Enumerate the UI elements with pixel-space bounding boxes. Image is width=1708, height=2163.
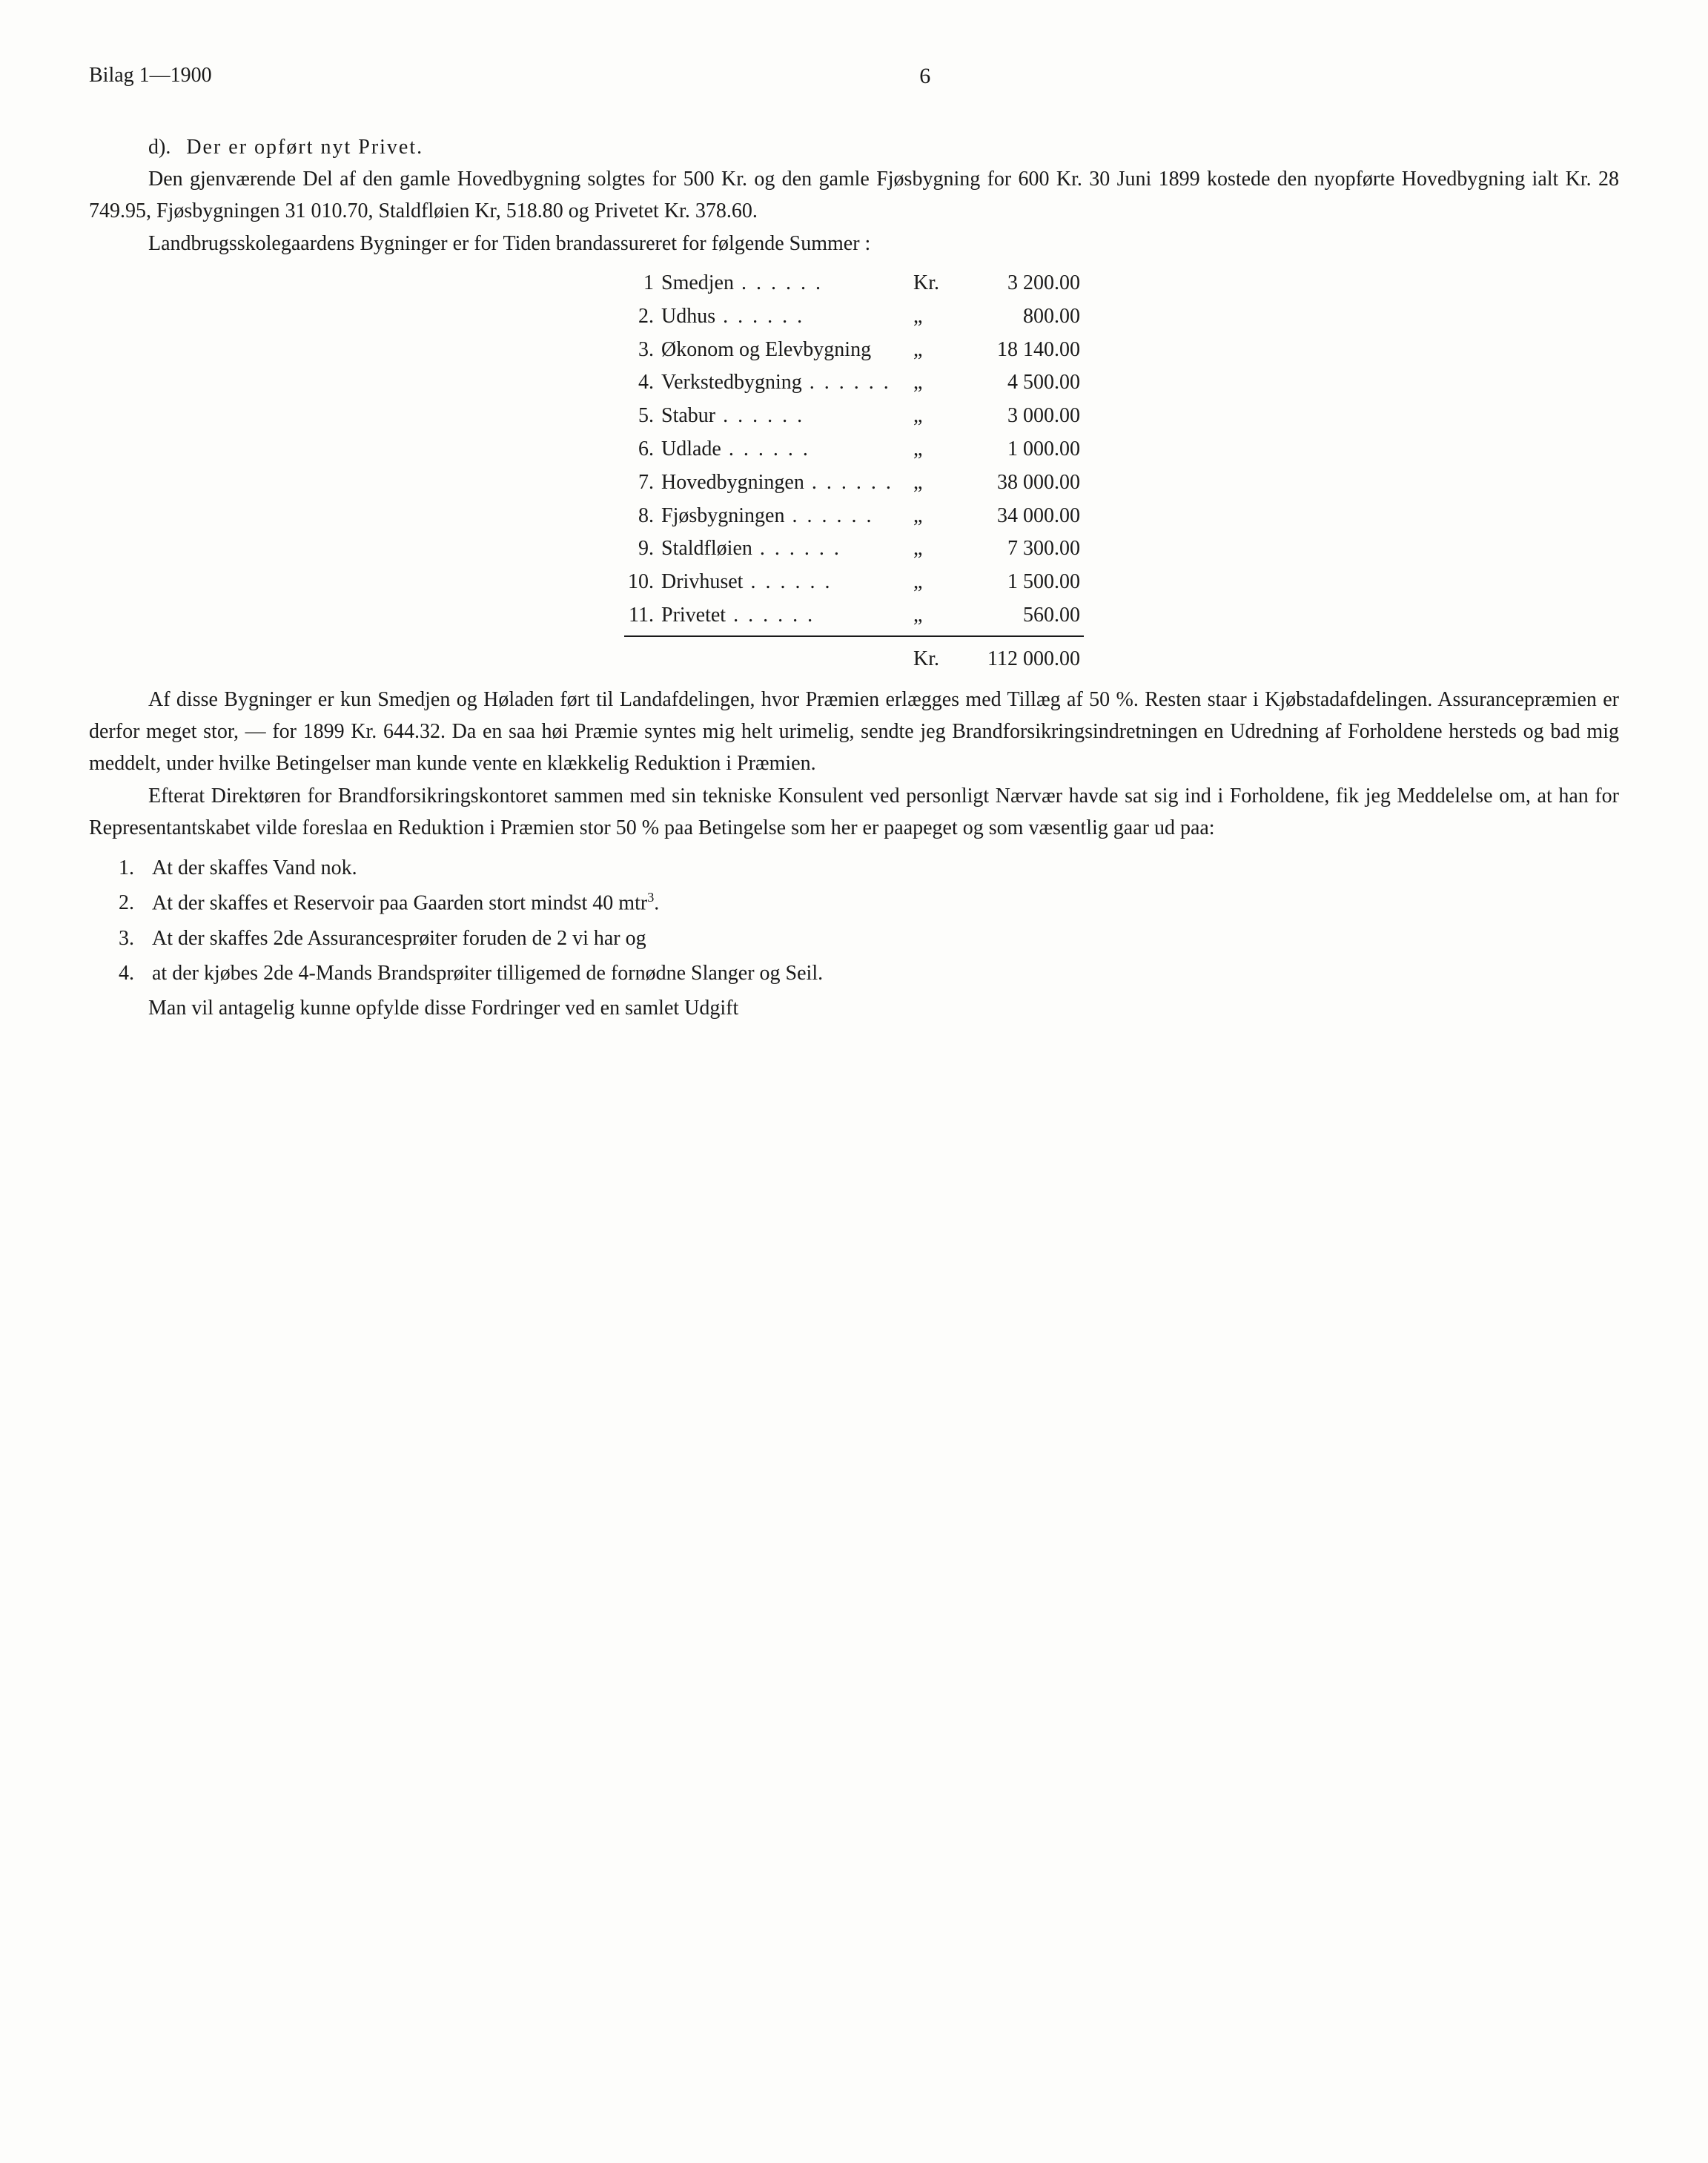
- row-value: 560.00: [954, 599, 1080, 633]
- table-total-row: Kr. 112 000.00: [624, 635, 1084, 676]
- row-currency: „: [913, 400, 954, 433]
- row-number: 5.: [624, 400, 661, 433]
- row-currency: „: [913, 599, 954, 633]
- row-number: 6.: [624, 433, 661, 466]
- table-row: 3.Økonom og Elevbygning„18 140.00: [624, 334, 1084, 367]
- table-row: 4.Verkstedbygning„4 500.00: [624, 366, 1084, 400]
- list-item: 3.At der skaffes 2de Assurancesprøiter f…: [119, 922, 1619, 954]
- page-header: Bilag 1—1900 6: [89, 59, 1619, 94]
- list-number: 3.: [119, 922, 152, 954]
- page-number: 6: [919, 59, 930, 94]
- building-table: 1SmedjenKr.3 200.002.Udhus„800.003.Økono…: [624, 267, 1084, 676]
- table-row: 8.Fjøsbygningen„34 000.00: [624, 500, 1084, 533]
- table-row: 11.Privetet„560.00: [624, 599, 1084, 633]
- paragraph-3: Af disse Bygninger er kun Smedjen og Høl…: [89, 684, 1619, 780]
- row-label: Stabur: [661, 400, 913, 433]
- list-item: 4.at der kjøbes 2de 4-Mands Brandsprøite…: [119, 957, 1619, 989]
- list-number: 4.: [119, 957, 152, 989]
- row-label: Hovedbygningen: [661, 466, 913, 500]
- row-number: 8.: [624, 500, 661, 533]
- row-value: 34 000.00: [954, 500, 1080, 533]
- row-currency: „: [913, 433, 954, 466]
- row-label: Drivhuset: [661, 566, 913, 599]
- header-left: Bilag 1—1900: [89, 59, 212, 94]
- row-number: 2.: [624, 300, 661, 334]
- paragraph-4: Efterat Direktøren for Brandforsikringsk…: [89, 780, 1619, 845]
- row-value: 1 000.00: [954, 433, 1080, 466]
- row-value: 38 000.00: [954, 466, 1080, 500]
- list-text: At der skaffes Vand nok.: [152, 852, 1619, 884]
- row-value: 4 500.00: [954, 366, 1080, 400]
- table-row: 5.Stabur„3 000.00: [624, 400, 1084, 433]
- row-currency: „: [913, 500, 954, 533]
- row-currency: „: [913, 466, 954, 500]
- section-d-marker: d).: [148, 136, 171, 159]
- paragraph-5: Man vil antagelig kunne opfylde disse Fo…: [89, 992, 1619, 1024]
- table-row: 6.Udlade„1 000.00: [624, 433, 1084, 466]
- paragraph-2: Landbrugsskolegaardens Bygninger er for …: [89, 228, 1619, 260]
- total-value: 112 000.00: [954, 643, 1080, 676]
- row-label: Staldfløien: [661, 532, 913, 566]
- list-text: At der skaffes et Reservoir paa Gaarden …: [152, 887, 1619, 919]
- row-label: Udlade: [661, 433, 913, 466]
- row-value: 18 140.00: [954, 334, 1080, 367]
- list-text: at der kjøbes 2de 4-Mands Brandsprøiter …: [152, 957, 1619, 989]
- table-row: 2.Udhus„800.00: [624, 300, 1084, 334]
- total-currency: Kr.: [913, 643, 954, 676]
- row-number: 7.: [624, 466, 661, 500]
- table-row: 9.Staldfløien„7 300.00: [624, 532, 1084, 566]
- row-label: Privetet: [661, 599, 913, 633]
- row-label: Økonom og Elevbygning: [661, 334, 913, 367]
- row-currency: „: [913, 366, 954, 400]
- list-number: 1.: [119, 852, 152, 884]
- row-value: 7 300.00: [954, 532, 1080, 566]
- row-currency: „: [913, 300, 954, 334]
- row-currency: „: [913, 532, 954, 566]
- list-item: 2.At der skaffes et Reservoir paa Gaarde…: [119, 887, 1619, 919]
- row-currency: „: [913, 566, 954, 599]
- row-number: 11.: [624, 599, 661, 633]
- table-row: 1SmedjenKr.3 200.00: [624, 267, 1084, 300]
- list-item: 1.At der skaffes Vand nok.: [119, 852, 1619, 884]
- table-row: 7.Hovedbygningen„38 000.00: [624, 466, 1084, 500]
- row-number: 4.: [624, 366, 661, 400]
- row-number: 1: [624, 267, 661, 300]
- row-label: Smedjen: [661, 267, 913, 300]
- row-value: 1 500.00: [954, 566, 1080, 599]
- row-label: Verkstedbygning: [661, 366, 913, 400]
- row-value: 800.00: [954, 300, 1080, 334]
- row-number: 9.: [624, 532, 661, 566]
- row-number: 3.: [624, 334, 661, 367]
- row-currency: Kr.: [913, 267, 954, 300]
- row-value: 3 200.00: [954, 267, 1080, 300]
- section-d: d). Der er opført nyt Privet.: [148, 131, 1619, 163]
- row-label: Fjøsbygningen: [661, 500, 913, 533]
- conditions-list: 1.At der skaffes Vand nok.2.At der skaff…: [119, 852, 1619, 990]
- list-text: At der skaffes 2de Assurancesprøiter for…: [152, 922, 1619, 954]
- row-currency: „: [913, 334, 954, 367]
- row-number: 10.: [624, 566, 661, 599]
- section-d-text: Der er opført nyt Privet.: [186, 136, 423, 159]
- row-value: 3 000.00: [954, 400, 1080, 433]
- list-number: 2.: [119, 887, 152, 919]
- row-label: Udhus: [661, 300, 913, 334]
- table-row: 10.Drivhuset„1 500.00: [624, 566, 1084, 599]
- paragraph-1: Den gjenværende Del af den gamle Hovedby…: [89, 163, 1619, 228]
